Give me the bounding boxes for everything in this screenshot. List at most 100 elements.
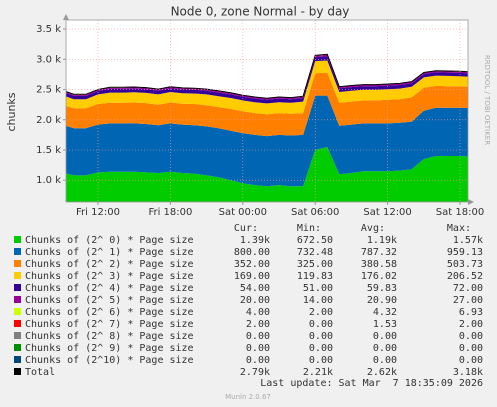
area [66,60,468,115]
legend-stat: 380.58 [361,259,397,270]
legend-label: Chunks of (2^ 6) * Page size [25,307,194,318]
legend-stat: 0.00 [309,343,333,354]
legend-stat: 732.48 [297,247,333,258]
x-tick-label: Fri 18:00 [148,207,192,218]
area [66,95,468,187]
x-tick-label: Sat 06:00 [291,207,339,218]
legend-stat: 503.73 [447,259,483,270]
legend-stat: 2.79k [240,367,270,378]
legend-stat: 14.00 [303,295,333,306]
legend-stat: 2.21k [303,367,333,378]
legend-swatch [14,248,21,255]
legend-swatch [14,368,21,375]
area [66,72,468,137]
area [66,147,468,202]
last-update: Last update: Sat Mar 7 18:35:09 2026 [260,378,483,389]
legend-stat: 176.02 [361,271,397,282]
legend-stat: 20.00 [240,295,270,306]
y-tick-label: 3.0 k [36,54,61,65]
legend-label: Chunks of (2^10) * Page size [25,355,194,366]
legend-stat: 2.00 [246,319,270,330]
legend-stat: 325.00 [297,259,333,270]
legend-stat: 0.00 [246,355,270,366]
x-tick-label: Sat 12:00 [363,207,411,218]
plot [66,53,468,202]
footer: Munin 2.0.67 [225,393,271,401]
legend-swatch [14,296,21,303]
legend-stat: 2.62k [367,367,397,378]
y-tick-label: 3.5 k [36,24,61,35]
legend-swatch [14,332,21,339]
y-tick-label: 1.5 k [36,145,61,156]
legend-stat: 800.00 [234,247,270,258]
y-tick-label: 2.0 k [36,115,61,126]
stat-header: Max: [447,223,471,234]
legend-label: Chunks of (2^ 8) * Page size [25,331,194,342]
axis-arrow [468,199,474,205]
x-tick-label: Sat 18:00 [436,207,484,218]
y-tick-label: 2.5 k [36,85,61,96]
plot-frame [65,19,469,203]
legend-stat: 1.53 [373,319,397,330]
stat-header: Cur: [234,223,258,234]
legend-swatch [14,284,21,291]
legend-label: Chunks of (2^ 9) * Page size [25,343,194,354]
legend-swatch [14,260,21,267]
stat-header: Avg: [361,223,385,234]
legend-stat: 0.00 [459,343,483,354]
y-axis-label: chunks [5,92,18,131]
legend-stat: 0.00 [309,319,333,330]
legend-stat: 27.00 [453,295,483,306]
x-tick-label: Sat 00:00 [219,207,267,218]
y-tick-label: 1.0 k [36,175,61,186]
legend-stat: 206.52 [447,271,483,282]
legend-label: Chunks of (2^ 4) * Page size [25,283,194,294]
legend-stat: 54.00 [240,283,270,294]
legend-stat: 51.00 [303,283,333,294]
legend-stat: 0.00 [373,331,397,342]
legend-stat: 3.18k [453,367,483,378]
legend-stat: 119.83 [297,271,333,282]
legend-label: Chunks of (2^ 7) * Page size [25,319,194,330]
legend-label: Chunks of (2^ 1) * Page size [25,247,194,258]
legend-stat: 0.00 [246,331,270,342]
legend-label: Chunks of (2^ 5) * Page size [25,295,194,306]
legend-label: Chunks of (2^ 3) * Page size [25,271,194,282]
legend-swatch [14,344,21,351]
area [66,54,468,100]
legend-swatch [14,272,21,279]
legend-stat: 959.13 [447,247,483,258]
legend-swatch [14,356,21,363]
legend-stat: 0.00 [459,331,483,342]
chart-title: Node 0, zone Normal - by day [171,5,350,19]
legend-stat: 0.00 [373,355,397,366]
legend-stat: 4.00 [246,307,270,318]
legend-stat: 1.57k [453,235,483,246]
legend-stat: 0.00 [309,331,333,342]
legend-swatch [14,236,21,243]
legend-stat: 352.00 [234,259,270,270]
legend-stat: 0.00 [309,355,333,366]
legend-stat: 0.00 [459,355,483,366]
legend-stat: 2.00 [309,307,333,318]
legend-swatch [14,308,21,315]
legend-label: Chunks of (2^ 0) * Page size [25,235,194,246]
legend-stat: 72.00 [453,283,483,294]
area [66,56,468,104]
legend-label: Total [25,367,55,378]
total-line [66,53,468,99]
legend-stat: 4.32 [373,307,397,318]
side-note: RRDTOOL / TOBI OETIKER [483,55,491,145]
x-tick-label: Fri 12:00 [76,207,120,218]
legend-stat: 1.39k [240,235,270,246]
legend-swatch [14,320,21,327]
legend-stat: 1.19k [367,235,397,246]
legend-label: Chunks of (2^ 2) * Page size [25,259,194,270]
legend-stat: 672.50 [297,235,333,246]
legend-stat: 6.93 [459,307,483,318]
legend-stat: 0.00 [246,343,270,354]
legend-stat: 787.32 [361,247,397,258]
axis-arrow [63,14,69,20]
legend-stat: 2.00 [459,319,483,330]
